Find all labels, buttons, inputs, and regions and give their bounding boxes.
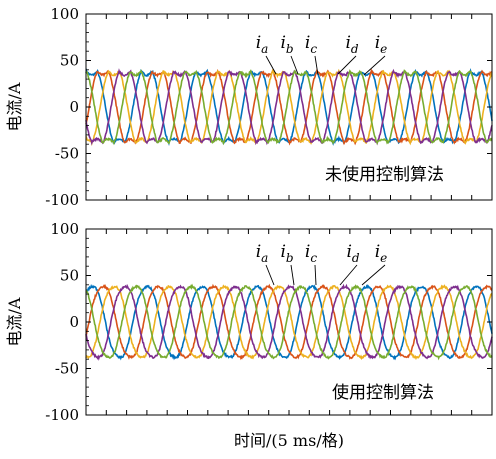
series-callout-line [265,264,275,286]
series-line-a [85,68,493,146]
series-line-a [85,284,493,361]
series-line-c [85,68,493,147]
bottom-curves [85,283,493,361]
series-callout-line [265,55,277,75]
series-label-e: ie [375,242,388,265]
top-tick-labels: -100 -50 0 50 100 [45,5,79,209]
top-panel: -100 -50 0 50 100 电流/A ia ib ic id ie 未使用控制算法 [5,5,493,209]
bottom-ticks [86,228,492,416]
bottom-series-callouts: ia ib ic id ie [256,242,388,286]
y-tick-label: -50 [55,145,79,163]
series-label-a: ia [256,242,269,265]
bottom-tick-labels: -100 -50 0 50 100 [45,220,79,424]
y-tick-label: 100 [50,5,79,23]
y-tick-label: 50 [60,267,79,285]
bottom-ylabel: 电流/A [5,297,24,346]
series-line-d [85,68,493,146]
series-label-c: ic [305,33,317,56]
series-callout-line [361,264,386,286]
series-line-b [85,283,493,361]
top-series-callouts: ia ib ic id ie [256,33,388,76]
series-callout-line [290,55,299,75]
series-label-b: ib [280,242,293,265]
top-ticks [86,13,492,201]
series-label-a: ia [256,33,269,56]
series-callout-line [339,264,358,286]
series-callout-line [363,55,386,76]
bottom-panel: -100 -50 0 50 100 电流/A ia ib ic id ie 使用控制算法 [5,220,493,424]
y-tick-label: -100 [45,406,79,424]
series-callout-line [314,264,317,286]
series-label-e: ie [375,33,388,56]
series-line-c [85,284,493,361]
series-label-b: ib [280,33,293,56]
series-label-c: ic [305,242,317,265]
x-axis-label: 时间/(5 ms/格) [234,431,344,450]
top-curves [85,68,493,147]
series-callout-line [290,264,295,286]
series-label-d: id [345,33,358,56]
series-line-e [85,69,493,146]
bottom-annotation: 使用控制算法 [332,382,434,403]
series-label-d: id [346,242,359,265]
series-line-d [85,283,493,361]
y-tick-label: 100 [50,220,79,238]
y-tick-label: 50 [60,52,79,70]
y-tick-label: -100 [45,191,79,209]
top-ylabel: 电流/A [5,82,24,131]
series-line-b [85,68,493,146]
series-line-e [85,283,493,361]
top-annotation: 未使用控制算法 [325,164,444,185]
series-callout-line [337,55,357,75]
y-tick-label: 0 [69,313,79,331]
series-callout-line [314,55,319,76]
y-tick-label: -50 [55,360,79,378]
y-tick-label: 0 [69,98,79,116]
